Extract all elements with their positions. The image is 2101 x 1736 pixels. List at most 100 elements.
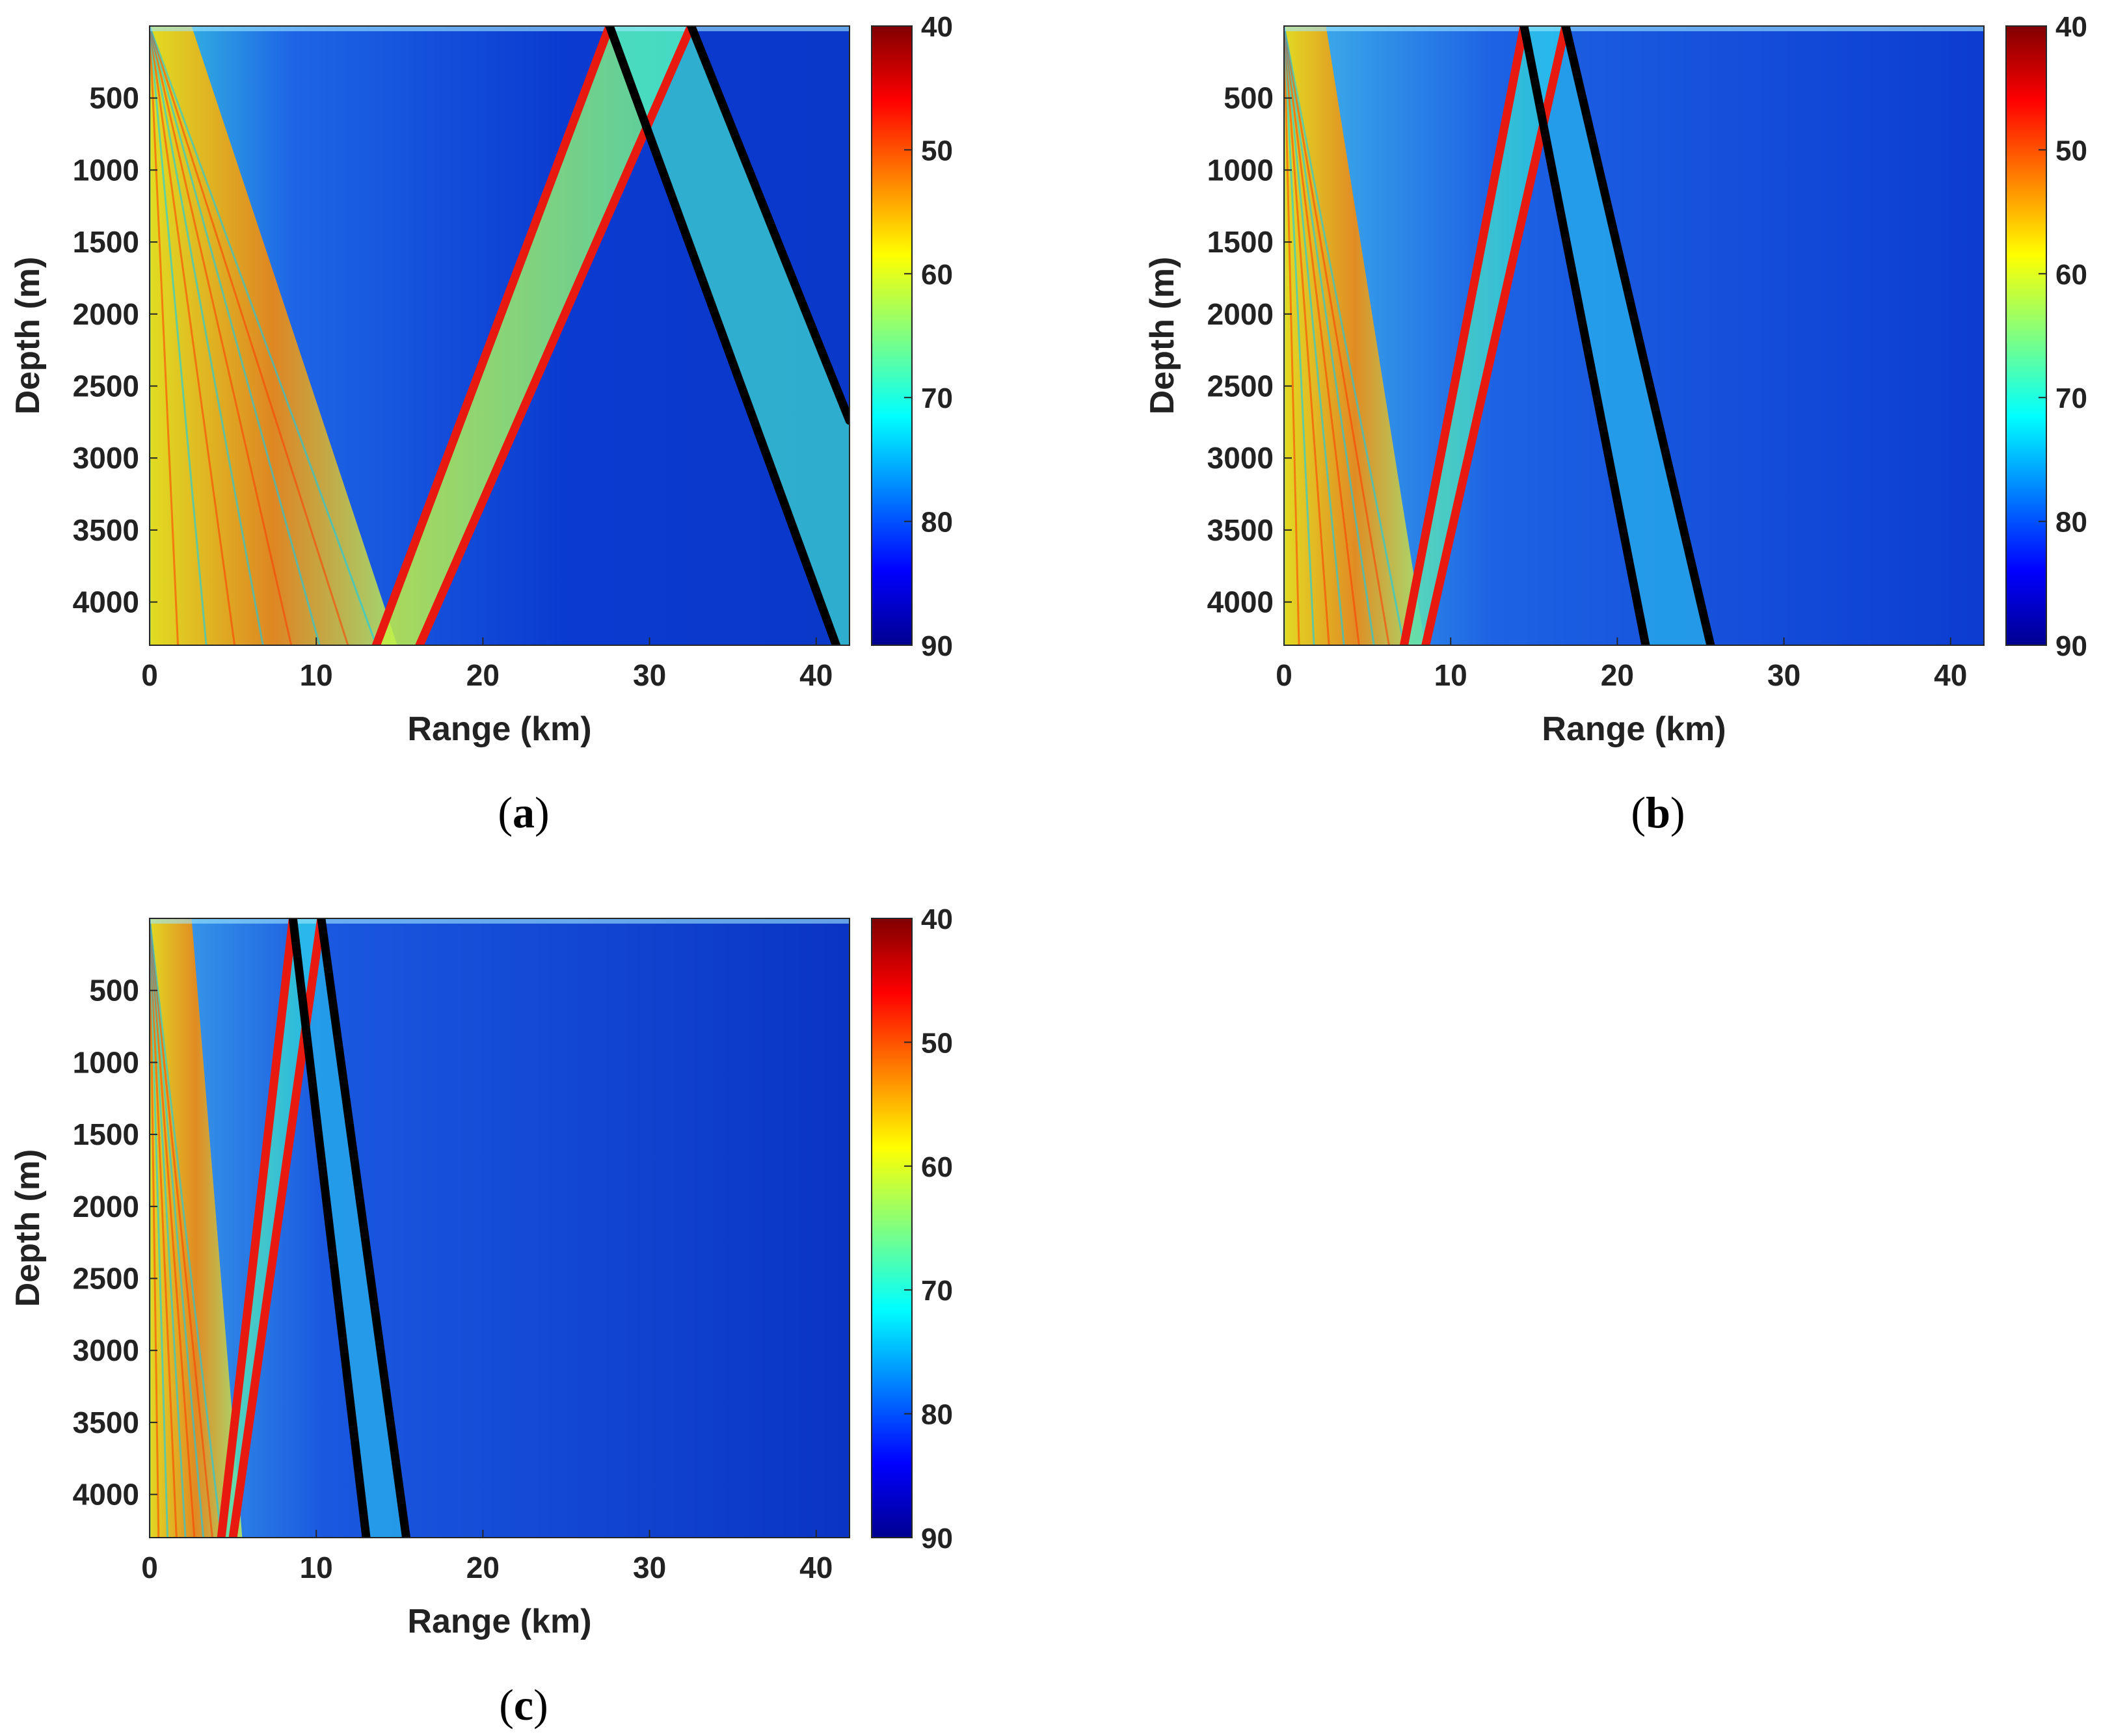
y-tick-label: 2000: [1207, 297, 1274, 331]
y-tick-label: 2500: [73, 369, 139, 403]
x-tick-label: 0: [141, 658, 158, 692]
caption-close-paren: ): [1670, 788, 1685, 837]
y-tick-label: 500: [89, 974, 139, 1008]
y-tick-label: 3500: [1207, 513, 1274, 547]
source-fan: [150, 918, 243, 1538]
heatmap-field: [1284, 26, 1984, 645]
colorbar-tick-label: 50: [2055, 135, 2087, 167]
x-tick-label: 40: [1934, 658, 1967, 692]
panel-caption: (b): [1631, 788, 1685, 837]
ray-line-black-ray-2: [1561, 26, 1715, 645]
plot-frame: [149, 25, 850, 646]
fan-streak: [1284, 26, 1300, 645]
fan-streak: [150, 918, 213, 1538]
colorbar-tick-label: 40: [921, 11, 953, 43]
caption-open-paren: (: [1631, 788, 1646, 837]
x-axis-label: Range (km): [1542, 710, 1726, 748]
surface-streak: [150, 26, 850, 31]
ray-line-black-ray-1: [288, 918, 371, 1538]
panel-caption: (c): [499, 1680, 548, 1729]
x-tick-label: 10: [1434, 658, 1467, 692]
colorbar-tick-label: 80: [2055, 507, 2087, 539]
y-tick-label: 1500: [1207, 225, 1274, 259]
y-tick-label: 2000: [73, 1190, 139, 1223]
ray-line-black-ray-1: [605, 26, 840, 645]
x-tick-label: 40: [799, 658, 833, 692]
fan-streak: [1284, 26, 1330, 645]
x-tick-label: 10: [300, 1551, 333, 1584]
surface-streak: [150, 918, 850, 924]
fan-streak: [1284, 26, 1315, 645]
y-tick-label: 3000: [1207, 441, 1274, 475]
y-tick-label: 1500: [73, 1117, 139, 1151]
y-tick-label: 3000: [73, 1333, 139, 1367]
x-tick-label: 0: [1276, 658, 1292, 692]
source-fan: [150, 26, 397, 645]
y-tick-label: 500: [1224, 81, 1274, 115]
chart-panel-a: 0 10 20 30 40 500 1000 1500 2000 2500 3000 3500 4000…: [9, 11, 953, 837]
colorbar-tick-label: 80: [921, 1399, 953, 1431]
x-tick-label: 10: [300, 658, 333, 692]
ray-line-red-ray-1: [217, 918, 297, 1538]
y-tick-label: 3000: [73, 441, 139, 475]
colorbar: [2005, 25, 2047, 646]
fan-streak: [150, 26, 264, 645]
fan-streak: [1284, 26, 1360, 645]
y-tick-label: 1500: [73, 225, 139, 259]
colorbar: [871, 25, 913, 646]
caption-open-paren: (: [499, 1680, 514, 1729]
x-axis-label: Range (km): [407, 710, 591, 748]
panel-caption: (a): [498, 788, 549, 837]
x-tick-label: 0: [141, 1551, 158, 1584]
fan-streak: [1284, 26, 1375, 645]
y-tick-label: 3500: [73, 513, 139, 547]
heatmap-field: [150, 26, 850, 645]
x-axis-label: Range (km): [407, 1603, 591, 1640]
y-tick-label: 4000: [1207, 585, 1274, 619]
x-tick-label: 20: [1601, 658, 1634, 692]
fan-streak: [1284, 26, 1345, 645]
caption-open-paren: (: [498, 788, 513, 837]
x-tick-label: 20: [466, 658, 500, 692]
fan-streak: [150, 26, 349, 645]
reflected-band: [376, 26, 691, 645]
reflected-band: [1404, 26, 1566, 645]
colorbar-tick-label: 40: [921, 903, 953, 935]
fan-streak: [150, 26, 377, 645]
colorbar-tick-label: 60: [921, 1151, 953, 1183]
colorbar-tick-label: 70: [921, 1275, 953, 1307]
fan-streak: [150, 918, 222, 1538]
fan-streak: [150, 918, 160, 1538]
caption-letter: b: [1646, 788, 1670, 837]
y-axis-label: Depth (m): [9, 257, 47, 415]
fan-streak: [150, 26, 321, 645]
fan-streak: [150, 918, 169, 1538]
y-tick-label: 4000: [73, 1478, 139, 1512]
ray-line-black-ray-2: [687, 26, 850, 425]
down-going-band: [1523, 26, 1711, 645]
caption-letter: a: [513, 788, 535, 837]
ray-line-red-ray-1: [1399, 26, 1529, 645]
x-tick-label: 30: [633, 658, 666, 692]
x-tick-label: 40: [799, 1551, 833, 1584]
y-axis-label: Depth (m): [9, 1149, 47, 1307]
colorbar-tick-label: 60: [2055, 259, 2087, 291]
y-tick-label: 4000: [73, 585, 139, 619]
y-tick-label: 500: [89, 81, 139, 115]
plot-frame: [149, 918, 850, 1538]
plot-frame: [1283, 25, 1985, 646]
fan-streak: [150, 918, 196, 1538]
fan-streak: [150, 26, 207, 645]
colorbar-tick-label: 50: [921, 1027, 953, 1059]
colorbar-tick-label: 80: [921, 507, 953, 539]
colorbar-tick-label: 60: [921, 259, 953, 291]
x-tick-label: 30: [633, 1551, 666, 1584]
colorbar-tick-label: 90: [921, 1523, 953, 1555]
y-tick-label: 2500: [73, 1261, 139, 1295]
y-axis-label: Depth (m): [1144, 257, 1181, 415]
colorbar-tick-label: 40: [2055, 11, 2087, 43]
chart-panel-b: 0 10 20 30 40 500 1000 1500 2000 2500 3000 3500 4000…: [1144, 11, 2087, 837]
fan-streak: [150, 918, 178, 1538]
colorbar-tick-label: 50: [921, 135, 953, 167]
